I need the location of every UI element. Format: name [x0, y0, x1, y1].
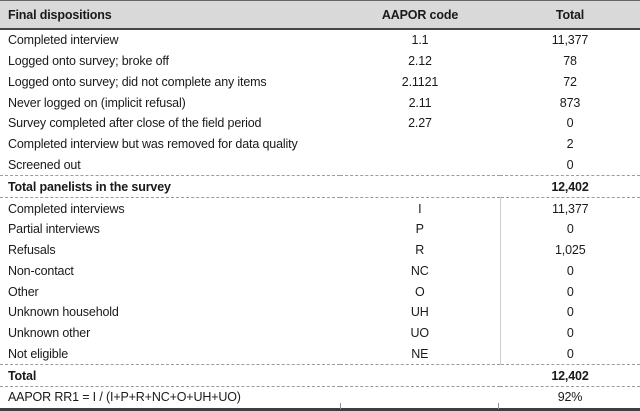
row-code [340, 364, 500, 387]
column-divider-tick [498, 403, 499, 409]
row-code: 2.1121 [401, 74, 439, 89]
table-row: Logged onto survey; did not complete any… [0, 72, 640, 93]
row-total: 873 [559, 95, 581, 110]
row-total: 11,377 [500, 197, 640, 219]
row-code: UH [340, 301, 501, 323]
table-row: Other O 0 [0, 281, 640, 302]
row-code: NC [340, 260, 501, 282]
table-row: Screened out 0 [0, 155, 640, 176]
row-label: Refusals [8, 243, 56, 258]
row-code: R [340, 239, 501, 261]
table-row: Partial interviews P 0 [0, 218, 640, 240]
row-code: 2.12 [408, 54, 432, 69]
row-total: 72 [563, 74, 577, 89]
table-row: Completed interview but was removed for … [0, 134, 640, 155]
row-code: UO [340, 322, 501, 344]
row-code: NE [340, 343, 501, 365]
table-row: Never logged on (implicit refusal) 2.11 … [0, 92, 640, 113]
row-total: 1,025 [554, 243, 586, 258]
row-label: Other [8, 284, 39, 299]
row-total: 92% [500, 385, 640, 411]
row-total: 0 [566, 284, 574, 299]
row-total: 12,402 [500, 175, 640, 198]
row-code [340, 155, 500, 176]
row-code [340, 134, 500, 155]
row-label: Total panelists in the survey [0, 175, 340, 198]
row-label: Completed interview but was removed for … [8, 137, 298, 152]
row-label: Unknown other [8, 326, 91, 341]
row-label: Non-contact [8, 263, 74, 278]
row-label: Completed interview [8, 33, 119, 48]
row-total: 2 [566, 137, 574, 152]
table-row: Not eligible NE 0 [0, 343, 640, 365]
row-code [340, 385, 500, 411]
row-total: 0 [566, 305, 574, 320]
row-total: 11,377 [551, 33, 589, 48]
row-code: P [340, 218, 501, 240]
row-code: O [340, 281, 501, 302]
row-total: 0 [566, 157, 574, 172]
row-code: I [340, 197, 501, 219]
header-total: Total [500, 0, 640, 30]
table-row: Completed interview 1.1 11,377 [0, 29, 640, 51]
row-code: 2.27 [408, 116, 432, 131]
table-row: Unknown household UH 0 [0, 301, 640, 323]
table-row: Survey completed after close of the fiel… [0, 113, 640, 134]
table-row: Logged onto survey; broke off 2.12 78 [0, 51, 640, 72]
row-label: Survey completed after close of the fiel… [8, 116, 262, 131]
row-label: Screened out [8, 157, 81, 172]
row-total: 0 [566, 116, 574, 131]
row-code [340, 175, 500, 198]
row-total: 0 [566, 326, 574, 341]
row-code: 2.11 [408, 95, 432, 110]
header-row: Final dispositions AAPOR code Total [0, 0, 640, 30]
row-total: 78 [563, 54, 577, 69]
row-label: Not eligible [8, 346, 69, 361]
row-label: Unknown household [8, 305, 119, 320]
row-code: 1.1 [411, 33, 429, 48]
table-row: Unknown other UO 0 [0, 322, 640, 344]
row-total: 12,402 [500, 364, 640, 387]
total-panelists-row: Total panelists in the survey 12,402 [0, 175, 640, 198]
row-total: 0 [566, 222, 574, 237]
aapor-rr1-row: AAPOR RR1 = I / (I+P+R+NC+O+UH+UO) 92% [0, 385, 640, 411]
column-divider-tick [340, 403, 341, 409]
table-row: Refusals R 1,025 [0, 239, 640, 261]
row-total: 0 [566, 263, 574, 278]
row-label: Partial interviews [8, 222, 100, 237]
table-row: Completed interviews I 11,377 [0, 197, 640, 219]
header-final-dispositions: Final dispositions [0, 0, 340, 30]
row-label: Logged onto survey; broke off [8, 54, 169, 69]
row-label: AAPOR RR1 = I / (I+P+R+NC+O+UH+UO) [0, 385, 340, 411]
row-total: 0 [566, 346, 574, 361]
row-label: Completed interviews [0, 197, 340, 219]
total-row: Total 12,402 [0, 364, 640, 387]
row-label: Total [0, 364, 340, 387]
header-aapor-code: AAPOR code [340, 0, 500, 30]
row-label: Never logged on (implicit refusal) [8, 95, 186, 110]
table-row: Non-contact NC 0 [0, 260, 640, 282]
row-label: Logged onto survey; did not complete any… [8, 74, 267, 89]
